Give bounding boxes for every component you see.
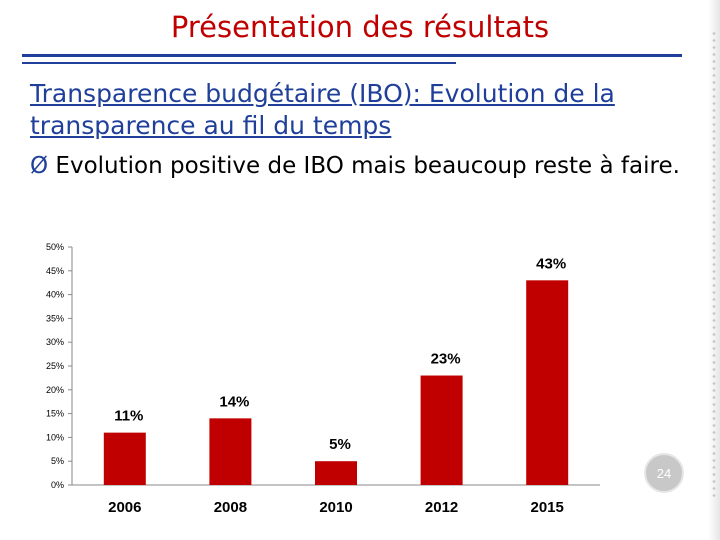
data-label-2006: 11% [114, 408, 143, 425]
data-label-2010: 5% [329, 436, 351, 453]
x-tick-label-2006: 2006 [108, 499, 141, 516]
slide-subtitle: Transparence budgétaire (IBO): Evolution… [30, 79, 615, 140]
y-tick-label: 25% [46, 361, 64, 371]
arrow-bullet-icon: Ø [30, 153, 49, 179]
page-number-badge: 24 [644, 453, 684, 493]
x-tick-label-2010: 2010 [319, 499, 352, 516]
y-tick-label: 10% [46, 432, 64, 442]
y-tick-label: 50% [46, 242, 64, 252]
y-tick-label: 45% [46, 266, 64, 276]
y-tick-label: 40% [46, 290, 64, 300]
chart-labels: 11% 2006 14% 2008 5% 2010 23% 2012 43% 2015 [108, 255, 566, 516]
y-tick-label: 15% [46, 409, 64, 419]
bullet-point: Ø Evolution positive de IBO mais beaucou… [30, 150, 700, 182]
chart-bars [103, 280, 569, 485]
x-tick-label-2015: 2015 [531, 499, 564, 516]
y-tick-label: 35% [46, 313, 64, 323]
bullet-text: Evolution positive de IBO mais beaucoup … [55, 153, 680, 179]
slide-edge-dots [711, 30, 717, 500]
x-tick-label-2012: 2012 [425, 499, 458, 516]
slide-title: Présentation des résultats [170, 10, 550, 44]
bar-2008 [209, 418, 252, 485]
bar-2006 [103, 432, 146, 485]
y-tick-label: 30% [46, 337, 64, 347]
chart-axes: 0% 5% 10% 15% 20% 25% 30% 35% 40% 45% 50% [46, 242, 600, 490]
y-tick-label: 5% [51, 456, 64, 466]
bar-2015 [526, 280, 569, 485]
bar-2010 [315, 461, 357, 485]
data-label-2008: 14% [219, 393, 249, 410]
x-tick-label-2008: 2008 [214, 499, 247, 516]
data-label-2015: 43% [536, 255, 566, 272]
data-label-2012: 23% [431, 351, 461, 368]
y-tick-label: 0% [51, 480, 64, 490]
title-underline-long [22, 54, 682, 57]
bar-2012 [420, 375, 463, 485]
y-tick-label: 20% [46, 385, 64, 395]
title-underline-short [22, 62, 456, 64]
